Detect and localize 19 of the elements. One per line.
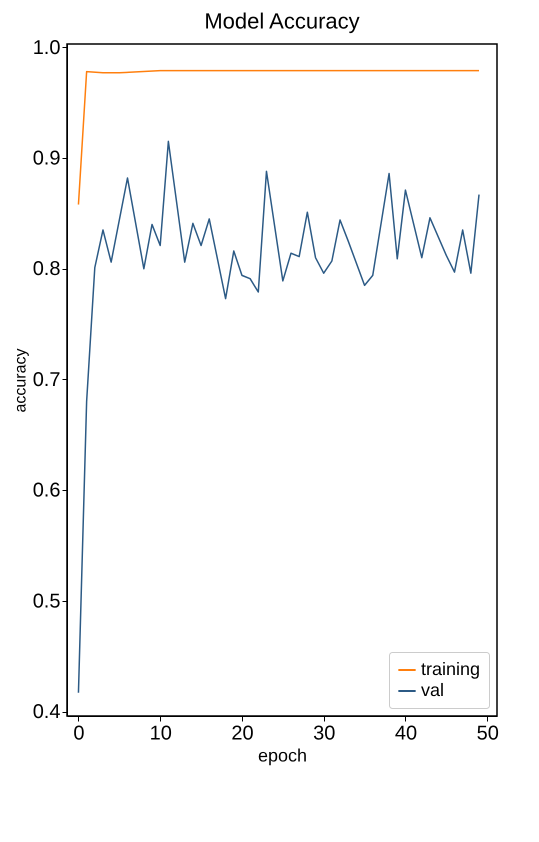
y-tick-label: 0.9 [32,148,60,170]
y-tick-label: 0.7 [32,368,60,391]
legend-label: val [421,680,444,700]
y-tick-label: 0.4 [32,701,60,724]
x-tick-label: 30 [313,722,336,744]
y-tick-label: 0.8 [32,258,60,280]
x-tick-label: 0 [73,722,85,744]
x-tick-label: 40 [394,722,418,744]
x-axis-title: epoch [258,746,308,766]
x-tick-label: 20 [231,722,254,744]
y-tick-label: 1.0 [32,36,60,59]
chart-title: Model Accuracy [204,8,360,34]
x-tick-label: 50 [476,722,499,744]
line-series [78,70,480,206]
y-tick-label: 0.6 [32,480,60,502]
y-tick-label: 0.5 [32,590,60,612]
y-axis-title: accuracy [12,348,30,413]
legend-label: training [421,659,480,679]
x-tick-label: 10 [150,722,172,744]
